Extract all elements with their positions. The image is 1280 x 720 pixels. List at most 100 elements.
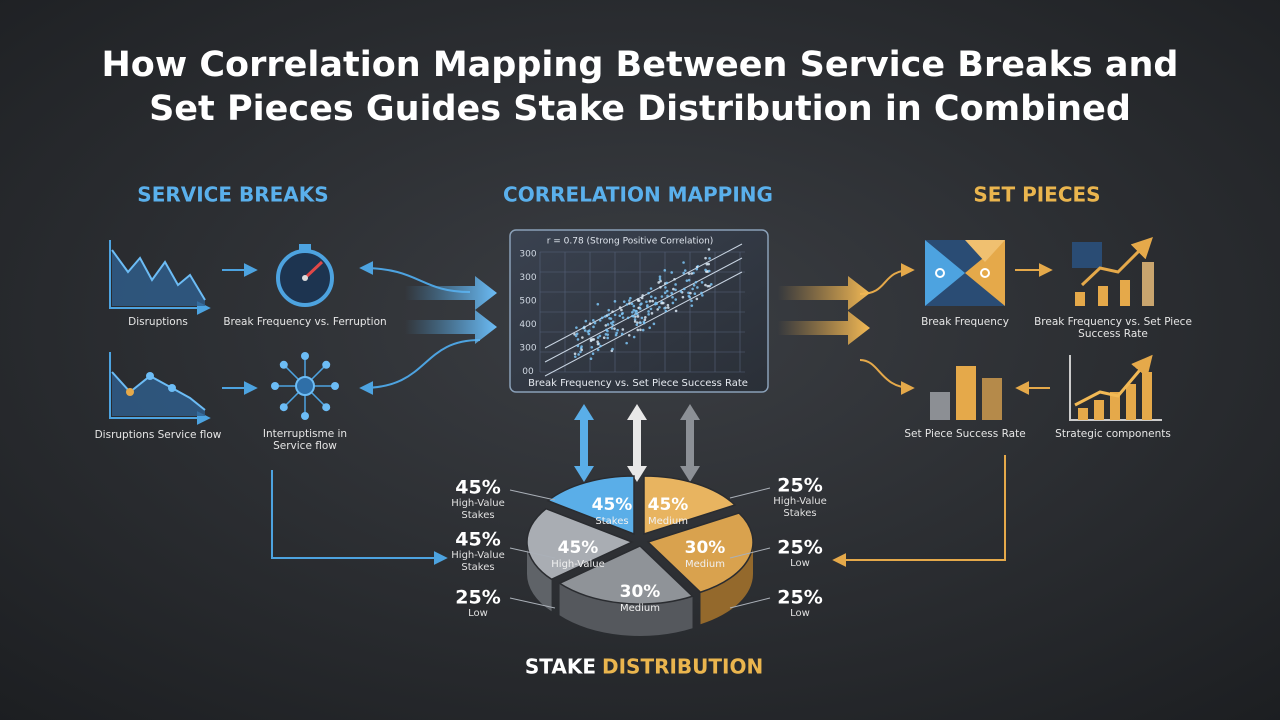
texts: How Correlation Mapping Between Service … [95, 45, 1192, 679]
pie-slice [646, 512, 754, 625]
scatter-dot [632, 314, 635, 318]
scatter-dot [580, 348, 583, 352]
scatter-dot [660, 295, 664, 298]
side-label: Stakes [783, 508, 816, 519]
icon-label: Interruptisme in [263, 428, 347, 440]
scatter-dot [604, 315, 607, 318]
pie-slice [558, 545, 694, 637]
scatter-dot [648, 299, 652, 303]
scatter-dot [588, 322, 592, 326]
scatter-dot [636, 315, 640, 318]
scatter-dot [685, 279, 689, 282]
scatter-dot [611, 310, 614, 313]
icon-strategic-chart [1069, 354, 1162, 421]
scatter-dot [621, 316, 625, 319]
scatter-dot [704, 256, 707, 260]
node [301, 352, 309, 360]
icon-label: Set Piece Success Rate [904, 428, 1025, 440]
title: How Correlation Mapping Between Service … [102, 45, 1179, 85]
scatter-dot [596, 340, 599, 343]
side-label: Low [790, 558, 810, 569]
node [322, 360, 331, 369]
icon-label: Service flow [273, 440, 337, 452]
scatter-dot [613, 313, 617, 317]
scatter-dot [574, 334, 578, 338]
scatter-dot [598, 319, 602, 322]
scatter-dot [657, 281, 660, 284]
scatter-dot [614, 333, 618, 337]
scatter-dot [626, 316, 630, 320]
scatter-dot [709, 283, 713, 286]
scatter-dot [589, 357, 593, 361]
scatter-dot [700, 291, 703, 295]
scatter-dot [664, 309, 668, 313]
node [279, 360, 288, 369]
scatter-dot [689, 291, 692, 295]
scatter-dot [641, 294, 644, 297]
icon-label: Break Frequency [921, 316, 1009, 328]
scatter-dot [596, 336, 600, 339]
scatter-dot [663, 291, 667, 295]
scatter-dot [618, 314, 622, 318]
scatter-dot [690, 299, 693, 303]
scatter-dot [640, 316, 644, 320]
pie-side [700, 542, 754, 625]
scatter-dot [600, 316, 604, 320]
scatter-dot [596, 302, 600, 306]
y-label: 300 [519, 273, 536, 283]
leader-line [729, 487, 771, 499]
scatter-dot [663, 269, 667, 272]
scatter-dot [704, 268, 707, 272]
scatter-dot [647, 310, 650, 313]
scatter-dot [687, 278, 691, 282]
scatter-dot [649, 295, 653, 298]
section-heading: SERVICE BREAKS [137, 183, 328, 207]
scatter-dot [690, 304, 694, 307]
scatter-dot [592, 338, 596, 341]
scatter-dot [656, 308, 659, 311]
scatter-dot [615, 331, 618, 335]
scatter-dot [596, 342, 600, 346]
y-label: 500 [519, 297, 536, 307]
scatter-dot [671, 301, 675, 305]
scatter-dot [638, 307, 642, 310]
icon-stopwatch [276, 244, 334, 307]
leader-line [509, 597, 556, 609]
leader-line [509, 547, 556, 559]
scatter-dot [649, 287, 653, 290]
node [279, 403, 288, 412]
scatter-dot [704, 283, 707, 287]
scatter-dot [611, 323, 614, 326]
scatter-dot [695, 297, 699, 301]
scatter-dot [573, 352, 577, 356]
node [322, 403, 331, 412]
scatter-dot [658, 277, 662, 281]
node [331, 382, 339, 390]
scatter-dot [576, 344, 580, 348]
scatter-dot [592, 319, 595, 322]
icon-label: Break Frequency vs. Ferruption [223, 316, 386, 328]
pie-slice [526, 507, 634, 612]
scatter-dot [586, 330, 590, 333]
scatter-dot [625, 303, 629, 306]
scatter-dot [708, 257, 711, 260]
scatter-dot [621, 328, 625, 331]
scatter-dot [583, 329, 587, 332]
scatter-dot [708, 284, 711, 288]
scatter-dot [672, 287, 675, 291]
leader-line [729, 597, 771, 609]
scatter-dot [589, 339, 593, 343]
slice-label: Medium [620, 603, 660, 614]
scatter-dot [618, 306, 622, 309]
scatter-dot [581, 336, 584, 339]
side-label: Low [468, 608, 488, 619]
side-value: 25% [777, 587, 822, 609]
scatter-dot [616, 328, 619, 332]
scatter-dot [658, 305, 661, 309]
pie-top [546, 475, 635, 536]
scatter-dot [682, 271, 686, 275]
scatter-dot [648, 326, 652, 330]
side-value: 45% [455, 529, 500, 551]
scatter-dot [701, 294, 704, 297]
